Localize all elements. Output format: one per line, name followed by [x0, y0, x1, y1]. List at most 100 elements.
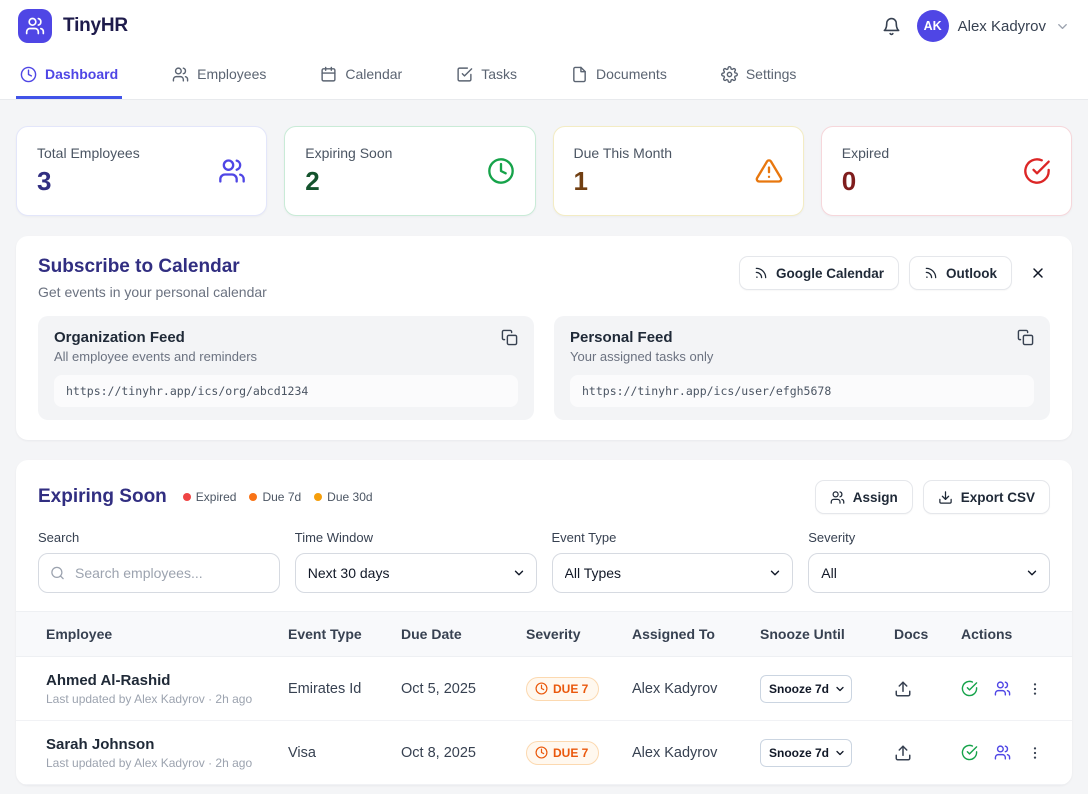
column-employee: Employee [46, 626, 113, 642]
severity-legend: Expired Due 7d Due 30d [182, 490, 373, 504]
user-name: Alex Kadyrov [957, 17, 1046, 35]
users-icon [830, 490, 845, 505]
clock-icon [535, 746, 548, 759]
clock-icon [535, 682, 548, 695]
severity-filter: Severity All [808, 530, 1050, 593]
rss-icon [754, 266, 768, 280]
event-type-filter: Event Type All Types [551, 530, 794, 593]
event-type-label: Event Type [551, 530, 617, 545]
calendar-icon [320, 66, 337, 83]
employee-updated: Last updated by Alex Kadyrov · 2h ago [46, 691, 253, 706]
assigned-to-cell: Alex Kadyrov [632, 680, 718, 697]
top-bar: TinyHR AK Alex Kadyrov [0, 0, 1088, 52]
snooze-select[interactable]: Snooze 7d [760, 674, 852, 703]
time-window-label: Time Window [294, 530, 374, 545]
employee-name: Sarah Johnson [46, 735, 155, 753]
legend-due-30d: Due 30d [314, 490, 373, 504]
legend-expired: Expired [182, 490, 236, 504]
event-type-cell: Emirates Id [288, 680, 362, 697]
user-menu[interactable]: AK Alex Kadyrov [916, 10, 1070, 42]
tab-settings[interactable]: Settings [717, 52, 801, 99]
time-window-filter: Time Window Next 30 days [294, 530, 537, 593]
mark-done-button[interactable] [961, 680, 978, 697]
rss-icon [924, 266, 938, 280]
feed-subtitle: All employee events and reminders [54, 349, 258, 364]
snooze-select[interactable]: Snooze 7d [760, 738, 852, 767]
google-calendar-button[interactable]: Google Calendar [738, 256, 899, 290]
assign-user-button[interactable] [994, 744, 1011, 761]
avatar: AK [916, 10, 949, 42]
feed-title: Personal Feed [570, 329, 673, 346]
stat-card-expired: Expired 0 [820, 126, 1072, 216]
search-input[interactable] [38, 553, 280, 593]
users-icon [994, 680, 1011, 697]
more-menu-button[interactable] [1027, 681, 1043, 697]
check-circle-icon [961, 680, 978, 697]
users-icon [994, 744, 1011, 761]
tab-documents[interactable]: Documents [567, 52, 671, 99]
time-window-select[interactable]: Next 30 days [294, 553, 537, 593]
stat-card-expiring-soon: Expiring Soon 2 [284, 126, 536, 216]
stat-value: 3 [37, 166, 52, 196]
subscribe-title: Subscribe to Calendar [38, 256, 240, 277]
employee-updated: Last updated by Alex Kadyrov · 2h ago [46, 755, 253, 770]
orange-dot-icon [249, 493, 258, 501]
notifications-button[interactable] [882, 17, 901, 36]
stat-cards: Total Employees 3 Expiring Soon 2 Due Th… [16, 126, 1072, 216]
feed-title: Organization Feed [54, 329, 185, 346]
close-icon [1030, 265, 1046, 281]
outlook-button[interactable]: Outlook [909, 256, 1012, 290]
table-row: Sarah Johnson Last updated by Alex Kadyr… [16, 721, 1072, 785]
mark-done-button[interactable] [961, 744, 978, 761]
app-title: TinyHR [63, 15, 128, 36]
event-type-cell: Visa [288, 744, 316, 761]
assign-user-button[interactable] [994, 680, 1011, 697]
close-button[interactable] [1026, 261, 1050, 285]
due-date-cell: Oct 5, 2025 [401, 680, 476, 697]
table-row: Ahmed Al-Rashid Last updated by Alex Kad… [16, 657, 1072, 721]
event-type-select[interactable]: All Types [551, 553, 794, 593]
severity-badge: DUE 7 [526, 740, 600, 765]
stat-value: 2 [305, 166, 320, 196]
due-date-cell: Oct 8, 2025 [401, 744, 476, 761]
severity-select[interactable]: All [808, 553, 1050, 593]
stat-card-total-employees: Total Employees 3 [16, 126, 268, 216]
tab-calendar[interactable]: Calendar [316, 52, 406, 99]
more-menu-button[interactable] [1027, 745, 1043, 761]
stat-value: 1 [573, 166, 588, 196]
assigned-to-cell: Alex Kadyrov [632, 744, 718, 761]
users-icon [25, 16, 45, 36]
assign-button[interactable]: Assign [814, 480, 913, 514]
column-severity: Severity [526, 626, 581, 642]
check-circle-icon [1023, 157, 1051, 185]
stat-label: Expiring Soon [305, 145, 393, 161]
tab-tasks[interactable]: Tasks [452, 52, 521, 99]
stat-label: Total Employees [37, 145, 140, 161]
column-actions: Actions [961, 626, 1013, 642]
tab-employees[interactable]: Employees [168, 52, 270, 99]
upload-doc-button[interactable] [894, 680, 912, 698]
search-filter: Search [38, 530, 280, 593]
organization-feed-card: Organization Feed All employee events an… [38, 316, 534, 420]
chevron-down-icon [1055, 19, 1070, 34]
copy-icon [501, 329, 518, 346]
upload-doc-button[interactable] [894, 744, 912, 762]
tab-dashboard[interactable]: Dashboard [16, 52, 123, 99]
filters-row: Search Time Window Next 30 days Event Ty… [16, 514, 1072, 611]
stat-label: Due This Month [573, 145, 673, 161]
users-icon [172, 66, 189, 83]
upload-icon [894, 744, 912, 762]
expiring-soon-panel: Expiring Soon Expired Due 7d Due 30d Ass… [16, 460, 1072, 785]
amber-dot-icon [314, 493, 323, 501]
employee-name: Ahmed Al-Rashid [46, 671, 171, 689]
feed-url: https://tinyhr.app/ics/user/efgh5678 [570, 375, 1034, 407]
check-circle-icon [961, 744, 978, 761]
export-csv-button[interactable]: Export CSV [922, 480, 1050, 514]
stat-card-due-this-month: Due This Month 1 [552, 126, 804, 216]
document-icon [571, 66, 588, 83]
legend-due-7d: Due 7d [249, 490, 301, 504]
kebab-menu-icon [1027, 745, 1043, 761]
copy-button[interactable] [501, 329, 518, 346]
column-event-type: Event Type [288, 626, 362, 642]
copy-button[interactable] [1017, 329, 1034, 346]
